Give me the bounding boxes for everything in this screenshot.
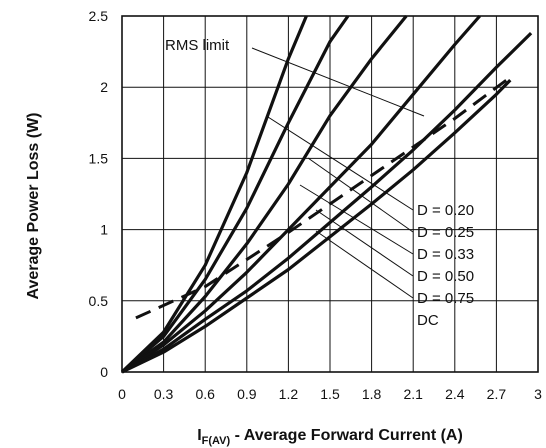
x-tick-label: 0.6 bbox=[195, 386, 215, 402]
y-tick-label: 0.5 bbox=[89, 293, 109, 309]
x-axis-title-main: I bbox=[197, 427, 201, 444]
rms-limit-label: RMS limit bbox=[165, 37, 230, 54]
curve-leader-line bbox=[267, 116, 414, 211]
y-tick-label: 1.5 bbox=[89, 150, 109, 166]
x-tick-label: 2.7 bbox=[487, 386, 507, 402]
x-tick-label: 1.5 bbox=[320, 386, 340, 402]
curve-label: D = 0.33 bbox=[417, 246, 474, 263]
curve-labels: D = 0.20 D = 0.25 D = 0.33 D = 0.50 D = 0.75… bbox=[417, 202, 474, 329]
x-tick-label: 2.1 bbox=[403, 386, 423, 402]
grid bbox=[121, 15, 539, 373]
y-tick-label: 0 bbox=[100, 364, 108, 380]
curve-label: DC bbox=[417, 312, 439, 329]
series-line-d-0-20 bbox=[120, 15, 308, 374]
x-axis-title-sub: F(AV) bbox=[202, 435, 231, 447]
x-tick-labels: 0 0.3 0.6 0.9 1.2 1.5 1.8 2.1 2.4 2.7 3 bbox=[118, 386, 542, 402]
curve-leader-line bbox=[315, 209, 414, 277]
y-tick-labels: 0 0.5 1 1.5 2 2.5 bbox=[89, 8, 109, 380]
series-line-dc bbox=[121, 78, 512, 374]
y-tick-label: 2 bbox=[100, 79, 108, 95]
rms-leader-line bbox=[251, 47, 425, 117]
x-axis-title-rest: - Average Forward Current (A) bbox=[230, 427, 463, 444]
x-tick-label: 1.2 bbox=[279, 386, 299, 402]
series-line-rms-limit bbox=[135, 75, 512, 320]
curve-leader-line bbox=[299, 184, 414, 255]
plot-frame bbox=[121, 15, 539, 373]
curve-leader-line bbox=[307, 157, 414, 233]
x-tick-label: 3 bbox=[534, 386, 542, 402]
y-axis-title: Average Power Loss (W) bbox=[25, 112, 42, 299]
x-tick-label: 1.8 bbox=[362, 386, 382, 402]
curve-label: D = 0.20 bbox=[417, 202, 474, 219]
series-line-d-0-50 bbox=[121, 14, 482, 374]
curve-label: D = 0.75 bbox=[417, 290, 474, 307]
x-tick-label: 0.3 bbox=[154, 386, 174, 402]
curve-label: D = 0.50 bbox=[417, 268, 474, 285]
x-tick-label: 0.9 bbox=[237, 386, 257, 402]
x-tick-label: 0 bbox=[118, 386, 126, 402]
label-leader-lines bbox=[251, 47, 425, 299]
y-tick-label: 1 bbox=[100, 222, 108, 238]
series-line-d-0-25 bbox=[120, 15, 350, 374]
y-tick-label: 2.5 bbox=[89, 8, 109, 24]
curve-leader-line bbox=[315, 230, 414, 299]
curve-label: D = 0.25 bbox=[417, 224, 474, 241]
series-lines bbox=[120, 14, 533, 374]
series-line-d-0-75 bbox=[121, 31, 533, 374]
series-line-d-0-33 bbox=[121, 14, 408, 374]
x-tick-label: 2.4 bbox=[445, 386, 465, 402]
x-axis-title: IF(AV) - Average Forward Current (A) bbox=[197, 427, 463, 447]
